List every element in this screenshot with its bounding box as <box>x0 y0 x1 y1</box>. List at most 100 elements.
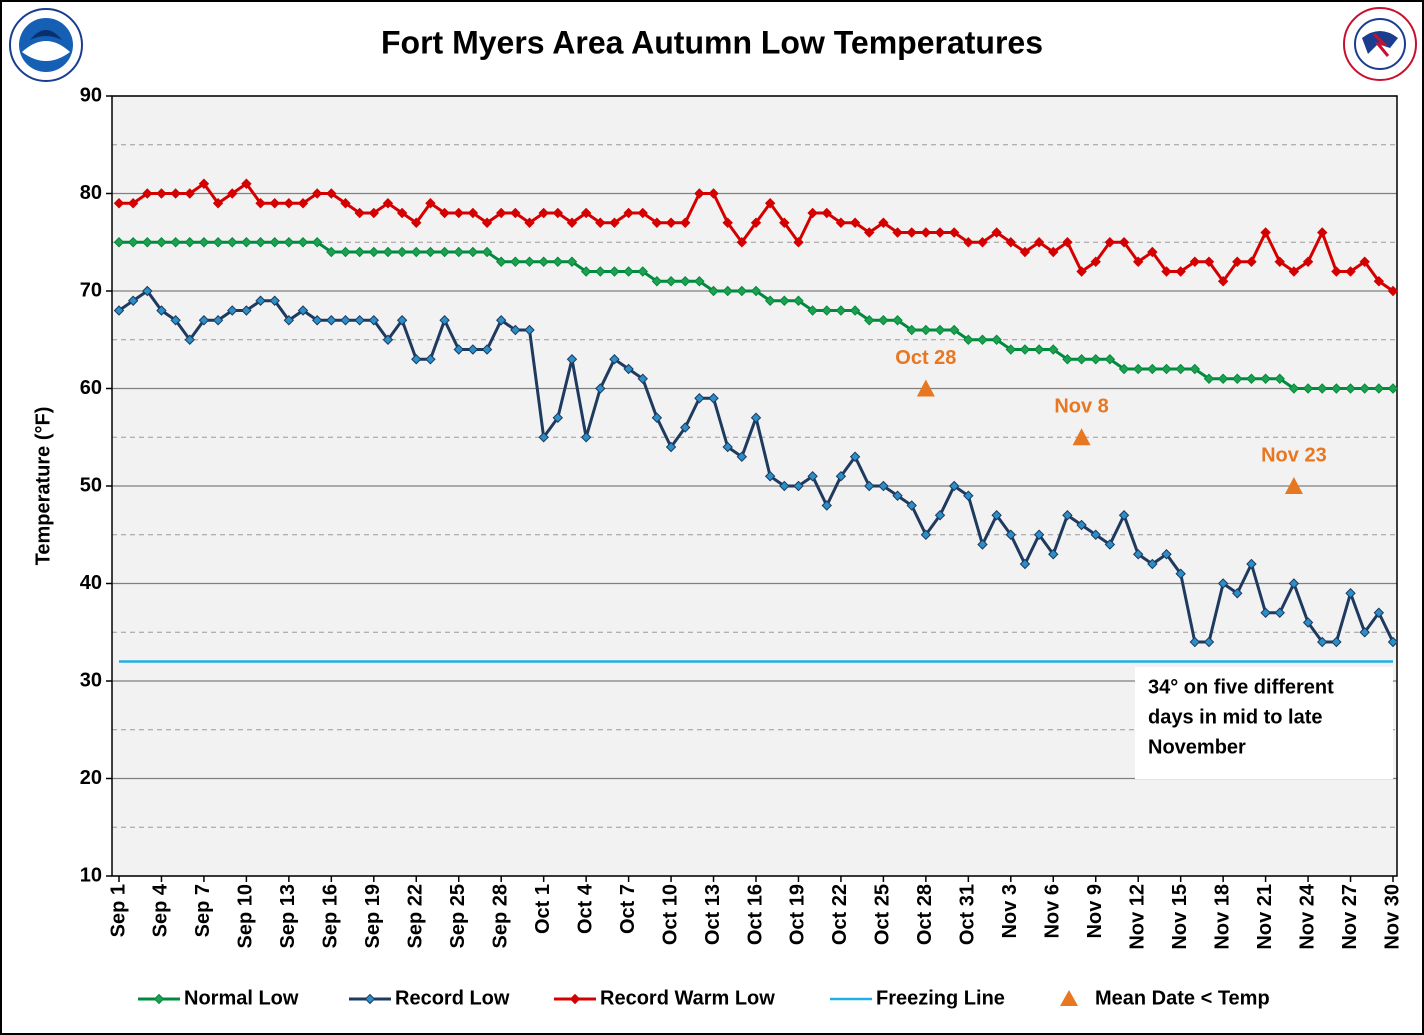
point <box>1090 256 1101 267</box>
point <box>283 315 295 326</box>
point <box>906 227 917 238</box>
point <box>722 285 733 297</box>
point <box>849 451 861 462</box>
x-tick-label: Nov 15 <box>1169 884 1191 950</box>
point <box>920 324 932 336</box>
point <box>113 305 125 316</box>
point <box>382 246 394 258</box>
point <box>750 412 762 423</box>
legend-marker <box>153 993 165 1005</box>
point <box>764 471 776 482</box>
nws-logo <box>1343 7 1417 81</box>
point <box>269 198 280 209</box>
point <box>977 539 988 550</box>
point <box>1005 344 1017 355</box>
point <box>651 412 663 423</box>
x-tick-label: Nov 21 <box>1254 884 1276 950</box>
x-tick-label: Oct 10 <box>659 884 681 945</box>
point <box>481 344 493 355</box>
point <box>764 295 776 306</box>
point <box>694 188 705 199</box>
point <box>807 305 818 316</box>
point <box>623 207 634 219</box>
point <box>396 246 408 258</box>
point <box>920 529 932 540</box>
point <box>255 198 266 209</box>
point <box>722 441 733 453</box>
point <box>1076 354 1087 365</box>
point <box>906 324 917 336</box>
x-tick-label: Nov 30 <box>1381 884 1403 950</box>
point <box>1062 510 1073 521</box>
point <box>198 178 210 189</box>
point <box>481 246 493 258</box>
point <box>1104 237 1116 248</box>
point <box>864 480 875 492</box>
point <box>439 207 450 219</box>
x-tick-label: Sep 16 <box>320 884 342 948</box>
point <box>821 305 832 316</box>
point <box>934 510 946 521</box>
point <box>1118 237 1130 248</box>
point <box>878 315 889 326</box>
point <box>113 237 125 248</box>
point <box>297 237 309 248</box>
point <box>1345 383 1356 394</box>
point <box>425 198 436 209</box>
point <box>878 217 889 228</box>
point <box>1260 373 1271 384</box>
x-tick-label: Sep 28 <box>489 884 511 948</box>
point <box>991 334 1002 345</box>
point <box>241 178 252 189</box>
point <box>665 441 677 453</box>
point <box>1048 344 1059 355</box>
legend-label: Record Low <box>395 987 510 1009</box>
point <box>1005 237 1017 248</box>
point <box>510 256 521 267</box>
point <box>227 305 238 316</box>
x-tick-label: Oct 1 <box>532 884 554 934</box>
point <box>1345 588 1356 599</box>
point <box>1359 383 1370 394</box>
point <box>1246 373 1257 384</box>
point <box>864 227 875 238</box>
point <box>481 217 493 228</box>
point <box>595 383 606 394</box>
point <box>736 237 748 248</box>
x-tick-label: Oct 16 <box>744 884 766 945</box>
point <box>963 237 974 248</box>
point <box>495 315 507 326</box>
point <box>1005 529 1017 540</box>
point <box>269 295 280 306</box>
point <box>1359 627 1370 638</box>
point <box>552 412 564 423</box>
point <box>637 373 648 384</box>
x-tick-label: Nov 9 <box>1084 884 1106 938</box>
x-tick-label: Nov 18 <box>1211 884 1233 950</box>
point <box>609 217 620 228</box>
point <box>1373 276 1385 287</box>
point <box>354 315 365 326</box>
point <box>1019 558 1031 570</box>
mean-date-label: Nov 8 <box>1054 396 1108 418</box>
y-tick-label: 20 <box>80 767 102 789</box>
x-tick-label: Oct 28 <box>914 884 936 945</box>
x-tick-label: Oct 31 <box>957 884 979 945</box>
point <box>948 324 960 336</box>
point <box>864 315 875 326</box>
point <box>1090 354 1101 365</box>
point <box>1161 549 1172 560</box>
point <box>1232 256 1243 267</box>
point <box>665 276 677 287</box>
point <box>552 207 564 219</box>
point <box>1232 373 1243 384</box>
x-tick-label: Oct 25 <box>872 884 894 945</box>
mean-date-marker <box>1072 428 1091 446</box>
point <box>1147 246 1158 258</box>
point <box>1033 344 1045 355</box>
point <box>453 344 464 355</box>
point <box>1246 558 1257 570</box>
point <box>1217 578 1229 589</box>
point <box>453 246 464 258</box>
x-tick-label: Sep 4 <box>150 883 172 937</box>
